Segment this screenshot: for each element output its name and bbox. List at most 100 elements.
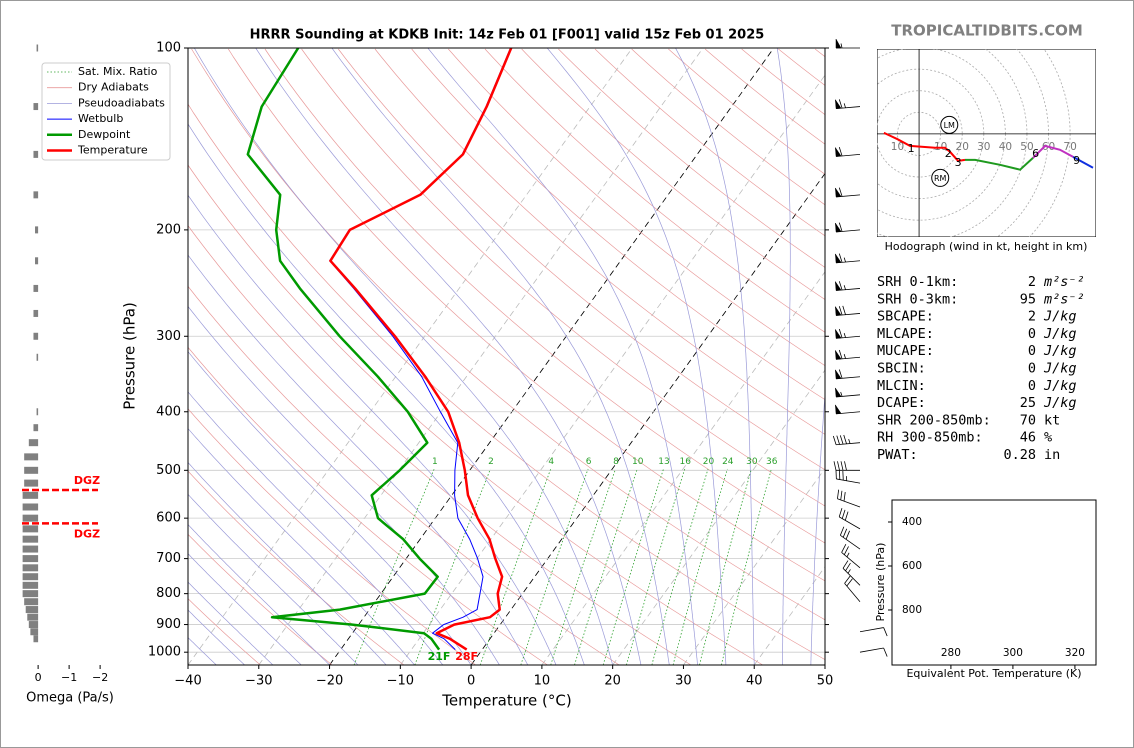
pseudoadiabat	[188, 123, 585, 665]
omega-bar	[22, 535, 39, 543]
barb-pennant	[835, 38, 842, 49]
barb-pennant	[834, 146, 842, 157]
x-tick-label: −30	[245, 674, 272, 689]
dry-adiabat	[411, 48, 825, 401]
legend-label: Pseudoadiabats	[78, 96, 165, 109]
omega-tick-label: 0	[35, 671, 42, 684]
mixing-ratio-label: 4	[548, 457, 554, 467]
barb-staff	[839, 526, 861, 550]
stat-value: 46	[1020, 430, 1036, 446]
wind-barb	[834, 146, 861, 157]
omega-bar	[28, 439, 39, 447]
mixing-ratio-line	[353, 468, 435, 665]
wind-barb	[835, 469, 861, 484]
y-tick-label: 200	[156, 222, 181, 237]
stat-value: 95	[1020, 291, 1036, 307]
stat-unit: %	[1044, 430, 1052, 446]
surface-label: 28F	[455, 650, 478, 663]
dry-adiabat	[301, 48, 825, 507]
barb-staff	[859, 647, 888, 657]
x-tick-label: −40	[174, 674, 201, 689]
ring-label: 40	[999, 141, 1012, 153]
wind-barb	[837, 489, 861, 508]
y-tick-label: 600	[156, 511, 181, 526]
x-tick-label: 0	[467, 674, 475, 689]
stat-value: 0	[1028, 343, 1036, 359]
omega-bar	[33, 103, 39, 111]
barb-staff	[838, 507, 861, 530]
mixing-ratio-label: 13	[658, 457, 669, 467]
wind-barb	[834, 187, 861, 198]
dry-adiabat	[484, 48, 825, 333]
plot-frame	[187, 47, 826, 666]
x-tick-label: 30	[675, 674, 692, 689]
omega-bar	[33, 191, 39, 199]
mixing-ratio-label: 6	[586, 457, 592, 467]
barb-staff	[859, 627, 888, 637]
mixing-ratio-line	[651, 468, 709, 665]
mixing-ratio-label: 36	[766, 457, 778, 467]
stat-unit: in	[1044, 447, 1060, 463]
dry-adiabat	[188, 225, 692, 665]
omega-bar	[35, 226, 39, 234]
omega-bar	[22, 573, 39, 581]
wind-barb	[834, 305, 861, 316]
omega-bar	[22, 564, 39, 572]
height-label: 2	[945, 147, 952, 160]
omega-bar	[33, 284, 39, 292]
mixing-ratio-line	[721, 468, 772, 665]
stat-label: SBCAPE:	[877, 309, 934, 325]
pseudoadiabat	[255, 48, 642, 665]
stat-value: 70	[1020, 412, 1036, 428]
mixing-ratio-line	[699, 468, 752, 665]
omega-bar	[24, 466, 39, 474]
y-tick-label: 300	[156, 329, 181, 344]
stat-label: SRH 0-3km:	[877, 291, 958, 307]
y-tick-label: 500	[156, 463, 181, 478]
pseudoadiabat	[776, 48, 791, 665]
storm-motion	[940, 115, 959, 134]
wind-barb	[835, 38, 860, 49]
ring-label: 70	[1063, 141, 1076, 153]
barb-staff	[842, 560, 861, 586]
storm-motion-label: RM	[934, 174, 947, 183]
storm-motion	[931, 168, 950, 187]
dry-adiabat	[188, 533, 333, 665]
dry-adiabat	[374, 48, 825, 435]
watermark: TROPICALTIDBITS.COM	[891, 22, 1083, 40]
stat-value: 0.28	[1003, 447, 1036, 463]
omega-bar	[30, 628, 39, 636]
y-tick-label: 1000	[148, 645, 181, 660]
omega-bar	[33, 635, 39, 643]
pseudoadiabat	[427, 48, 698, 665]
stat-value: 2	[1028, 309, 1036, 325]
y-axis-label: Pressure (hPa)	[121, 302, 139, 410]
dry-adiabat	[594, 48, 825, 237]
dry-adiabat	[448, 48, 825, 367]
wind-barb	[844, 575, 861, 602]
stat-unit: J/kg	[1043, 343, 1077, 359]
dry-adiabat	[631, 48, 825, 206]
storm-motion-label: LM	[944, 121, 955, 130]
wind-barb	[832, 434, 861, 446]
mixing-ratio-label: 10	[632, 457, 644, 467]
x-tick-label: 280	[941, 647, 961, 659]
omega-bar	[22, 590, 39, 598]
pseudoadiabat	[188, 254, 529, 665]
stat-unit: m²s⁻²	[1043, 274, 1085, 290]
omega-bar	[22, 555, 39, 563]
dgz-label: DGZ	[74, 474, 100, 487]
x-tick-label: 10	[534, 674, 551, 689]
mixing-ratio-line	[626, 468, 686, 665]
stat-label: MLCAPE:	[877, 326, 934, 342]
thetae-x-label: Equivalent Pot. Temperature (K)	[906, 667, 1081, 680]
hodograph-line	[965, 157, 1034, 171]
legend-label: Temperature	[77, 144, 148, 157]
y-tick-label: 400	[156, 404, 181, 419]
stat-unit: J/kg	[1043, 326, 1077, 342]
chart-title: HRRR Sounding at KDKB Init: 14z Feb 01 […	[250, 28, 765, 43]
wind-barb	[834, 328, 861, 339]
wind-barb	[842, 560, 861, 586]
wind-barb	[859, 627, 888, 637]
wind-barb	[841, 544, 861, 569]
